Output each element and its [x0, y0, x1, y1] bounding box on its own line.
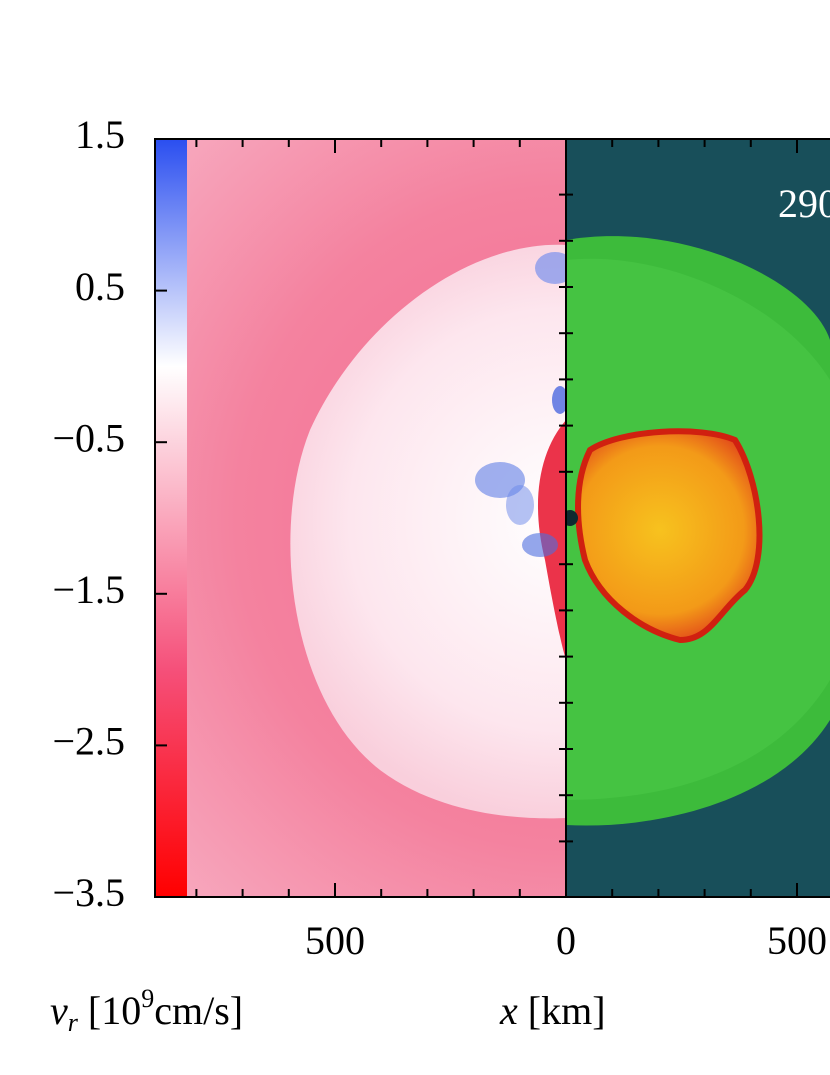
colorbar-tick-label: 0.5 [75, 264, 125, 309]
composition-panel [566, 139, 830, 897]
x-axis-label: x [km] [499, 988, 606, 1033]
label-symbol: x [499, 988, 518, 1033]
label-unit: cm/s] [154, 988, 243, 1033]
colorbar [155, 139, 187, 897]
label-exponent: 9 [141, 984, 154, 1013]
label-subscript: r [68, 1008, 79, 1037]
label-unit: [10 [78, 988, 141, 1033]
x-tick-label: 0 [556, 918, 576, 963]
colorbar-tick-label: 1.5 [75, 112, 125, 157]
label-symbol: v [50, 988, 68, 1033]
colorbar-tick-label: −1.5 [52, 567, 125, 612]
colorbar-tick-label: −0.5 [52, 415, 125, 460]
colorbar-tick-label: −3.5 [52, 870, 125, 915]
x-tick-label: 500 [767, 918, 827, 963]
label-unit: [km] [518, 988, 606, 1033]
x-tick-label: 500 [305, 918, 365, 963]
velocity-panel [187, 139, 566, 897]
frame [154, 138, 830, 898]
colorbar-label: vr [109cm/s] [50, 984, 243, 1037]
annotation: 290 [778, 181, 830, 226]
colorbar-tick-label: −2.5 [52, 719, 125, 764]
